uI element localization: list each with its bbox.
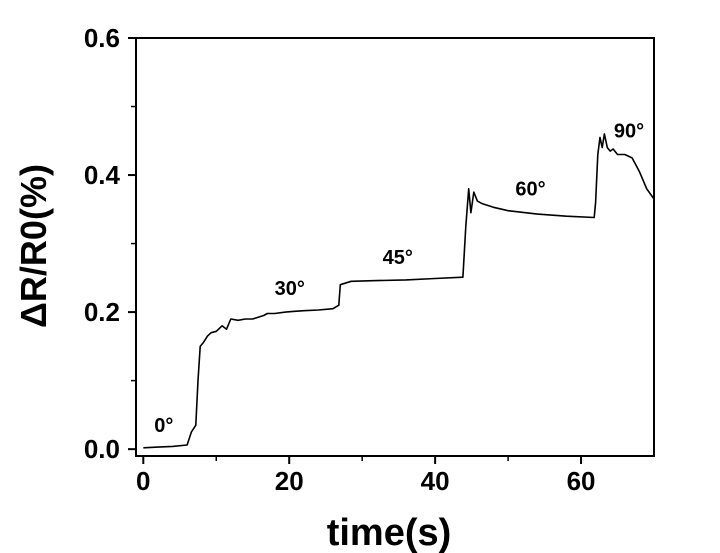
x-tick-label: 0 — [136, 466, 150, 496]
angle-annotation: 0° — [154, 415, 173, 437]
angle-annotation: 45° — [383, 247, 413, 269]
y-tick-label: 0.2 — [84, 297, 120, 327]
y-axis-label: ΔR/R0(%) — [13, 164, 54, 328]
annotations: 0° 30° 45° 60° 90° — [154, 120, 644, 437]
series-line — [143, 133, 655, 449]
x-axis-label: time(s) — [327, 512, 452, 553]
angle-annotation: 90° — [614, 120, 644, 142]
y-tick-label: 0.4 — [84, 160, 121, 190]
y-tick-label: 0.6 — [84, 23, 120, 53]
plot-frame — [135, 37, 655, 457]
x-ticks: 0 20 40 60 — [136, 456, 596, 496]
x-tick-label: 60 — [567, 466, 596, 496]
x-tick-label: 20 — [275, 466, 304, 496]
x-tick-label: 40 — [421, 466, 450, 496]
y-tick-label: 0.0 — [84, 434, 120, 464]
angle-annotation: 60° — [515, 179, 545, 201]
y-ticks: 0.0 0.2 0.4 0.6 — [84, 23, 136, 464]
angle-annotation: 30° — [275, 278, 305, 300]
